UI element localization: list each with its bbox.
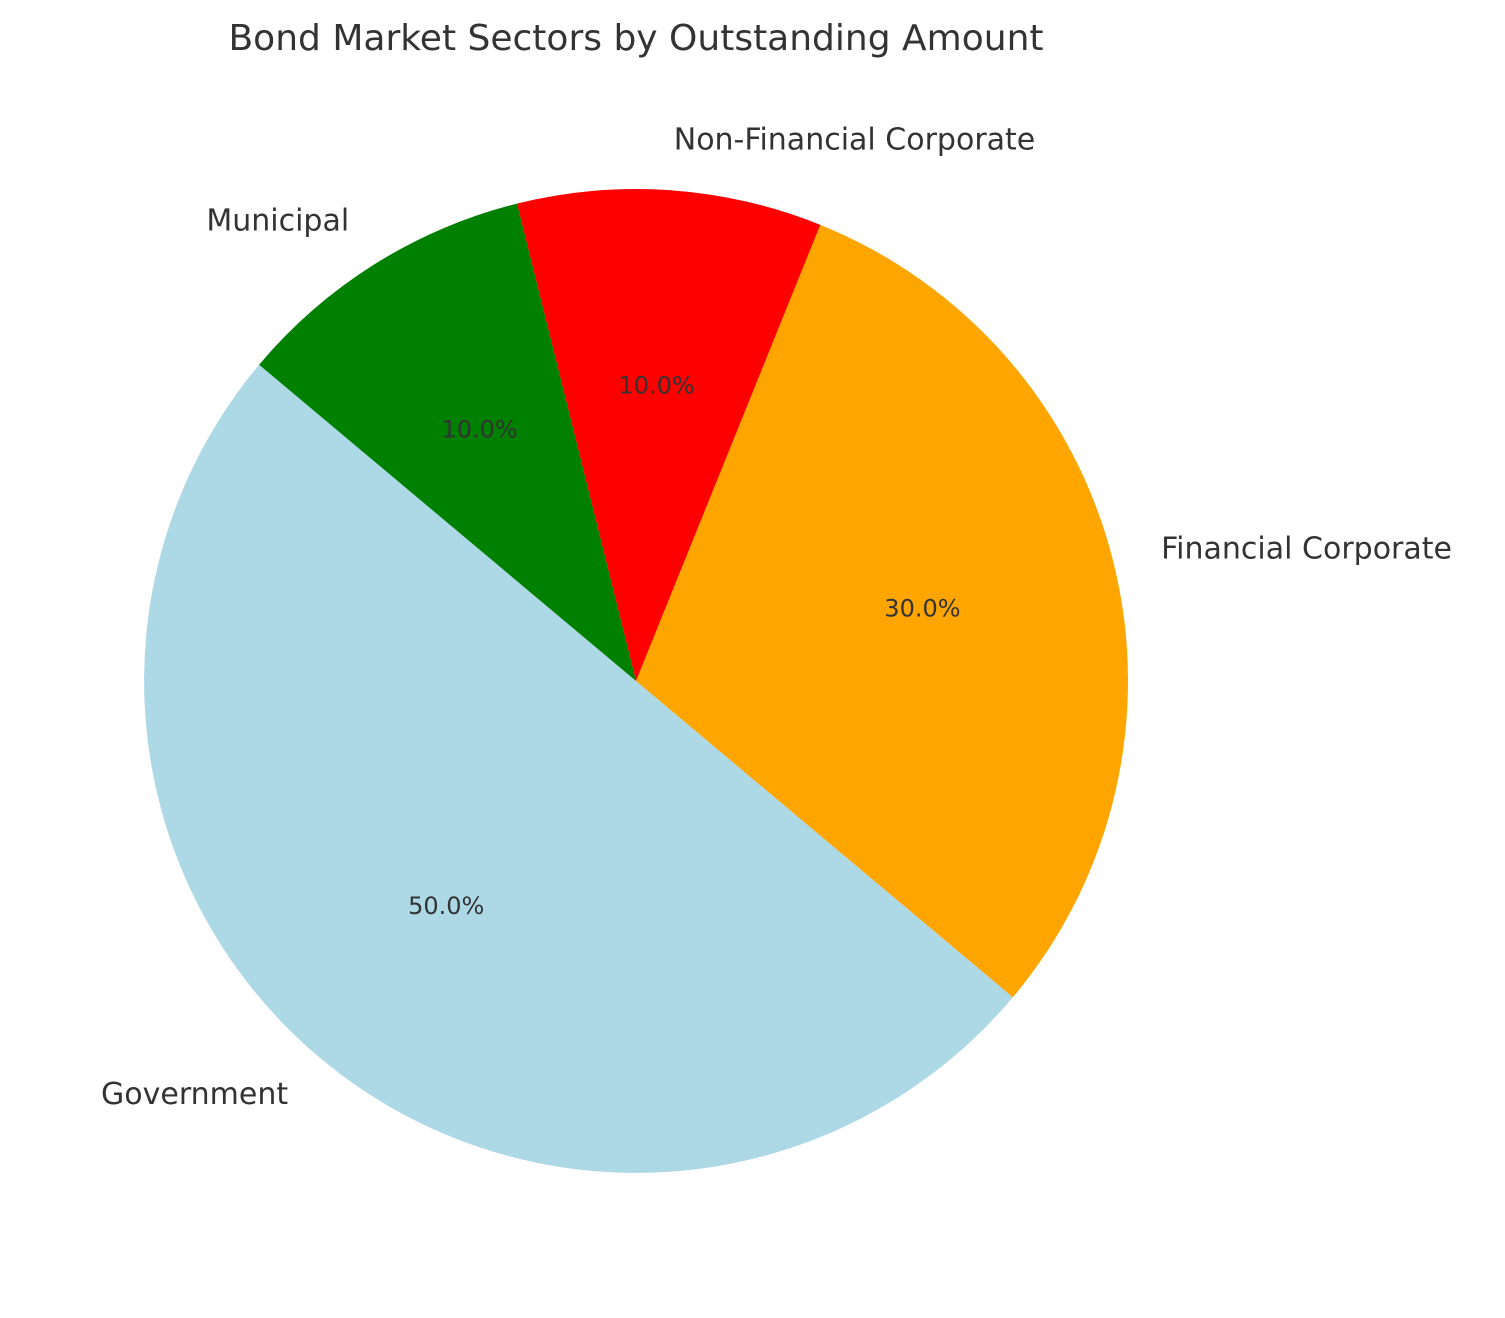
pie-label-financial-corporate: Financial Corporate <box>1161 532 1452 567</box>
pie-slices <box>144 189 1128 1173</box>
pie-label-non-financial-corporate: Non-Financial Corporate <box>674 123 1036 158</box>
pie-percent-label-government: 50.0% <box>408 892 484 920</box>
pie-percent-label-financial-corporate: 30.0% <box>884 595 960 623</box>
pie-slice-municipal <box>259 203 636 681</box>
chart-title: Bond Market Sectors by Outstanding Amoun… <box>228 18 1043 59</box>
pie-slice-financial-corporate <box>636 224 1128 998</box>
pie-outer-labels: Government Financial Corporate Non-Financi… <box>101 123 1452 1112</box>
pie-percent-label-non-financial-corporate: 10.0% <box>618 372 694 400</box>
pie-percent-labels: 50.0% 30.0% 10.0% 10.0% <box>408 372 960 921</box>
pie-slice-non-financial-corporate <box>516 189 821 681</box>
pie-label-municipal: Municipal <box>206 204 349 239</box>
pie-percent-label-municipal: 10.0% <box>441 416 517 444</box>
pie-label-government: Government <box>101 1077 288 1112</box>
pie-slice-government <box>144 364 1013 1173</box>
